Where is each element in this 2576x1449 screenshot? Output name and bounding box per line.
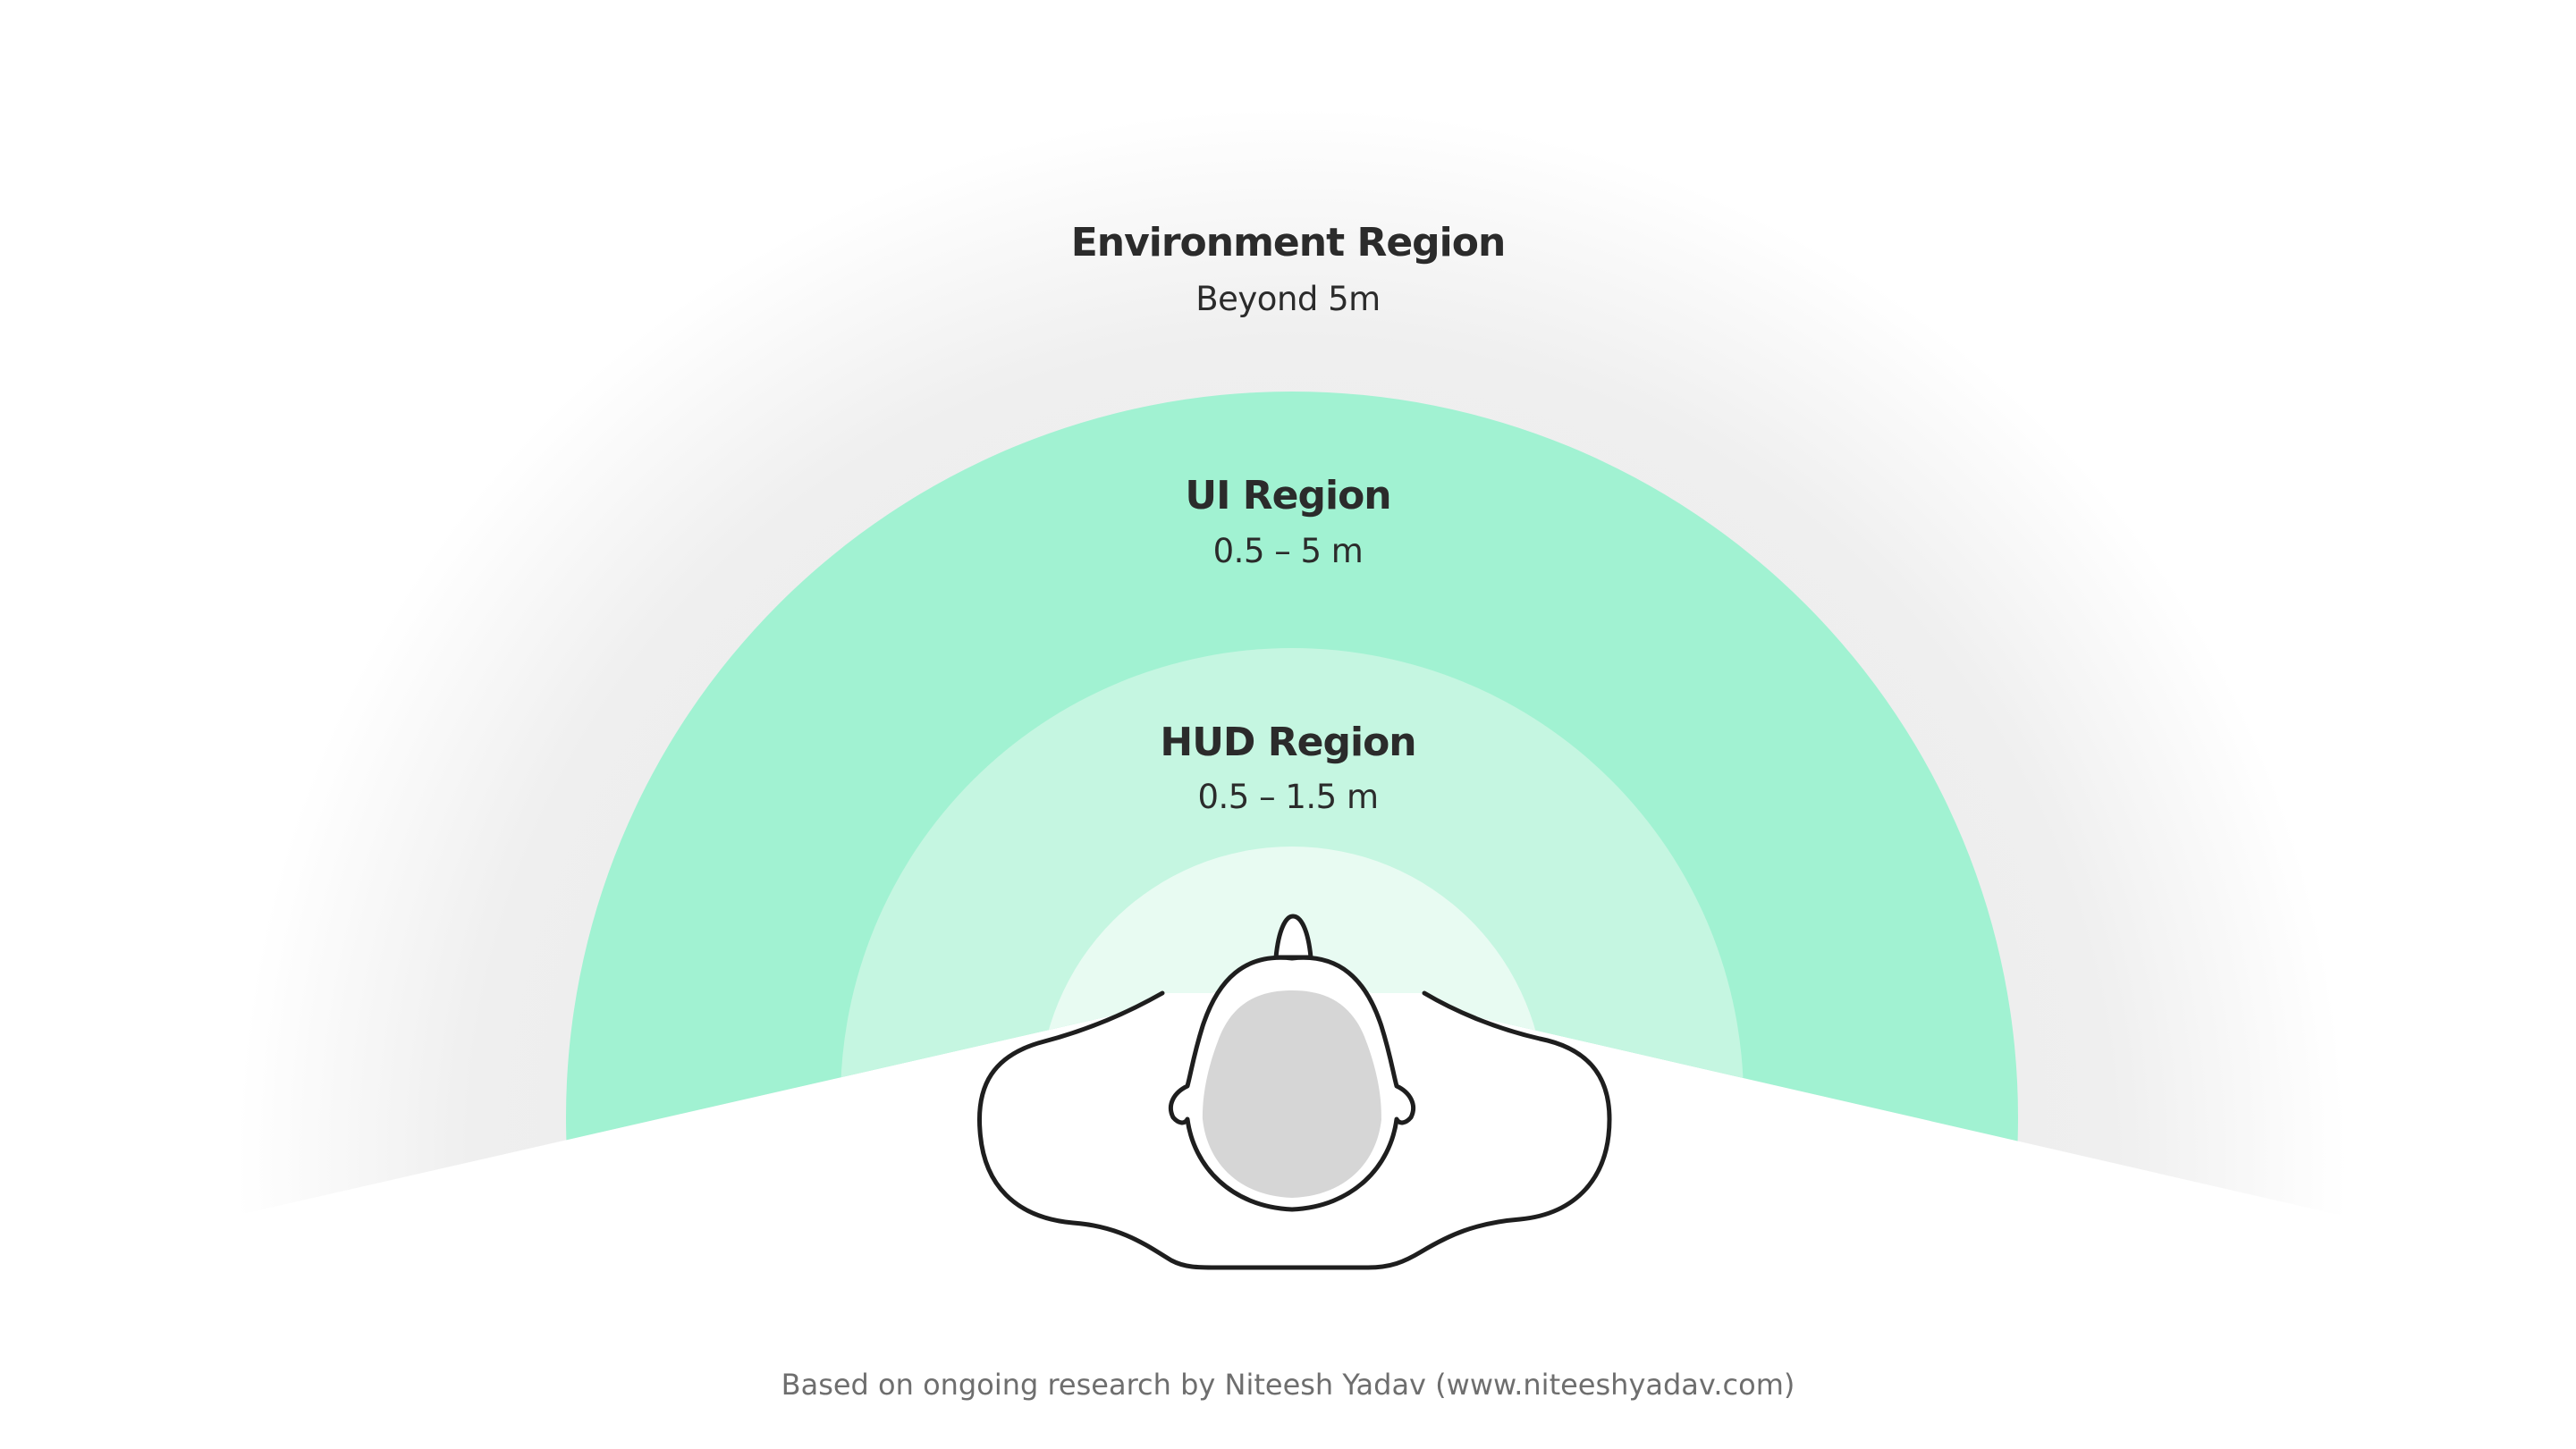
environment-region-title: Environment Region	[1070, 220, 1507, 265]
nose-outline	[1273, 914, 1313, 960]
environment-region-range: Beyond 5m	[1195, 280, 1381, 318]
ui-region-title: UI Region	[1185, 473, 1391, 518]
head-top-hair	[1203, 990, 1381, 1198]
attribution-credit: Based on ongoing research by Niteesh Yad…	[781, 1368, 1795, 1402]
hud-region-range: 0.5 – 1.5 m	[1197, 778, 1379, 816]
ui-region-range: 0.5 – 5 m	[1212, 532, 1364, 570]
person-head-top-view-icon	[976, 914, 1612, 1270]
hud-region-title: HUD Region	[1160, 720, 1416, 765]
